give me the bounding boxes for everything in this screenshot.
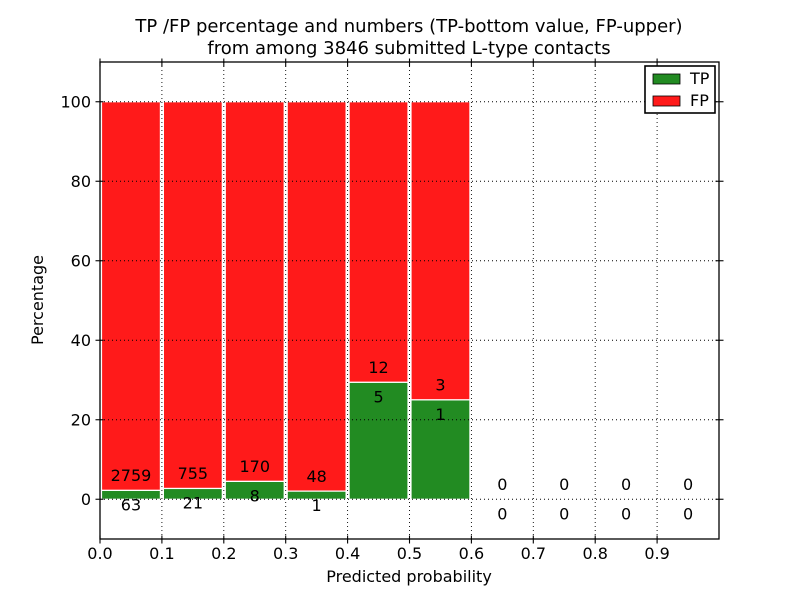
fp-count-label: 755: [178, 464, 209, 483]
tp-count-label: 1: [435, 405, 445, 424]
tp-count-label: 8: [250, 487, 260, 506]
fp-count-label: 0: [621, 475, 631, 494]
x-tick-label: 0.1: [149, 544, 174, 563]
fp-bar-segment: [162, 101, 223, 490]
y-tick-label: 20: [71, 410, 91, 429]
tp-count-label: 1: [312, 496, 322, 515]
tp-bar-segment: [100, 489, 162, 500]
tp-count-label: 0: [683, 504, 693, 523]
legend: TP FP: [644, 65, 716, 114]
tp-count-label: 0: [559, 504, 569, 523]
fp-bar-segment: [286, 101, 347, 492]
tp-bar-segment: [348, 381, 409, 500]
fp-count-label: 2759: [111, 466, 152, 485]
y-tick-labels: 0 20 40 60 80 100: [60, 92, 91, 509]
x-tick-label: 0.2: [211, 544, 236, 563]
x-tick-label: 0.3: [273, 544, 298, 563]
x-tick-label: 0.5: [397, 544, 422, 563]
fp-bar-segment: [348, 101, 409, 383]
x-tick-label: 0.9: [644, 544, 669, 563]
tp-count-label: 0: [621, 504, 631, 523]
bar-value-labels: 2759 63 755 21 170 8 48 1 12 5 3 1 0 0 0 0 0 0 0 0: [111, 358, 694, 523]
y-tick-label: 60: [71, 251, 91, 270]
legend-label-fp: FP: [690, 91, 709, 110]
y-axis-label: Percentage: [28, 255, 47, 345]
fp-count-label: 170: [239, 457, 270, 476]
x-tick-label: 0.4: [335, 544, 360, 563]
tick-marks: [95, 58, 724, 544]
y-tick-label: 80: [71, 172, 91, 191]
fp-count-label: 0: [497, 475, 507, 494]
bar-series: [100, 101, 471, 500]
y-tick-label: 40: [71, 331, 91, 350]
x-tick-labels: 0.0 0.1 0.2 0.3 0.4 0.5 0.6 0.7 0.8 0.9: [87, 544, 670, 563]
tp-count-label: 21: [183, 494, 203, 513]
y-tick-label: 100: [60, 92, 91, 111]
tp-bar-segment: [224, 480, 285, 500]
x-tick-label: 0.7: [521, 544, 546, 563]
chart-title-line2: from among 3846 submitted L-type contact…: [207, 38, 610, 59]
fp-count-label: 3: [435, 376, 445, 395]
tp-count-label: 0: [497, 504, 507, 523]
tp-count-label: 5: [373, 387, 383, 406]
legend-label-tp: TP: [689, 69, 710, 88]
chart-title-line1: TP /FP percentage and numbers (TP-bottom…: [134, 16, 682, 37]
fp-count-label: 12: [368, 358, 388, 377]
y-tick-label: 0: [81, 490, 91, 509]
fp-bar-segment: [410, 101, 471, 401]
x-axis-label: Predicted probability: [326, 567, 492, 586]
x-tick-label: 0.8: [582, 544, 607, 563]
fp-count-label: 48: [306, 467, 326, 486]
tp-count-label: 63: [121, 495, 141, 514]
fp-count-label: 0: [559, 475, 569, 494]
x-tick-label: 0.6: [459, 544, 484, 563]
fp-bar-segment: [100, 101, 162, 491]
legend-swatch-fp: [652, 95, 681, 107]
x-tick-label: 0.0: [87, 544, 112, 563]
fp-bar-segment: [224, 101, 285, 483]
legend-swatch-tp: [652, 73, 681, 85]
fp-count-label: 0: [683, 475, 693, 494]
